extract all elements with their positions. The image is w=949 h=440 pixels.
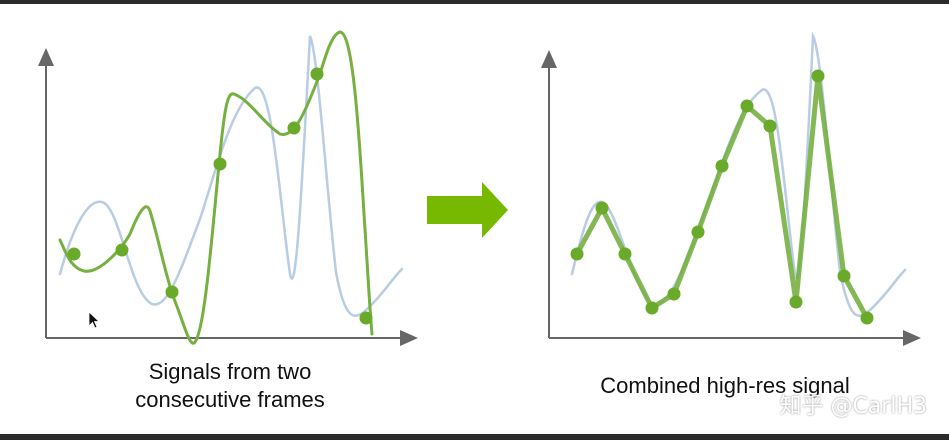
right-sample-point	[740, 99, 754, 113]
slide-panel: Signals from two consecutive frames Comb…	[0, 4, 949, 434]
left-sample-point	[115, 243, 129, 257]
right-arrow-icon	[427, 182, 508, 238]
left-sample-points	[67, 67, 373, 325]
right-sample-point	[570, 247, 584, 261]
right-sample-point	[811, 69, 825, 83]
left-sample-point	[287, 121, 301, 135]
right-sample-point	[860, 311, 874, 325]
right-sample-point	[667, 287, 681, 301]
right-sample-point	[618, 247, 632, 261]
left-sample-point	[359, 311, 373, 325]
left-green-curve	[58, 30, 374, 345]
right-sample-point	[595, 201, 609, 215]
left-sample-point	[310, 67, 324, 81]
right-sample-point	[691, 225, 705, 239]
left-sample-point	[67, 247, 81, 261]
left-reference-signal	[58, 35, 404, 317]
right-sample-point	[789, 295, 803, 309]
right-sample-point	[837, 269, 851, 283]
left-plot	[38, 30, 418, 346]
right-caption: Combined high-res signal	[600, 373, 850, 398]
left-caption-line1: Signals from two	[148, 359, 312, 384]
right-plot	[541, 31, 921, 346]
right-combined-signal	[574, 73, 870, 321]
signal-diagram	[38, 30, 921, 346]
left-sample-point	[213, 157, 227, 171]
mouse-pointer-icon	[88, 311, 101, 329]
right-sample-point	[715, 159, 729, 173]
left-sample-point	[165, 285, 179, 299]
right-sample-point	[645, 301, 659, 315]
left-caption: Signals from two consecutive frames	[80, 358, 380, 414]
right-sample-points	[570, 69, 874, 325]
watermark: 知乎 @CarlH3	[779, 394, 927, 419]
right-sample-point	[763, 119, 777, 133]
bottom-bar	[0, 434, 949, 440]
left-caption-line2: consecutive frames	[135, 387, 325, 412]
right-reference-signal	[570, 31, 907, 317]
